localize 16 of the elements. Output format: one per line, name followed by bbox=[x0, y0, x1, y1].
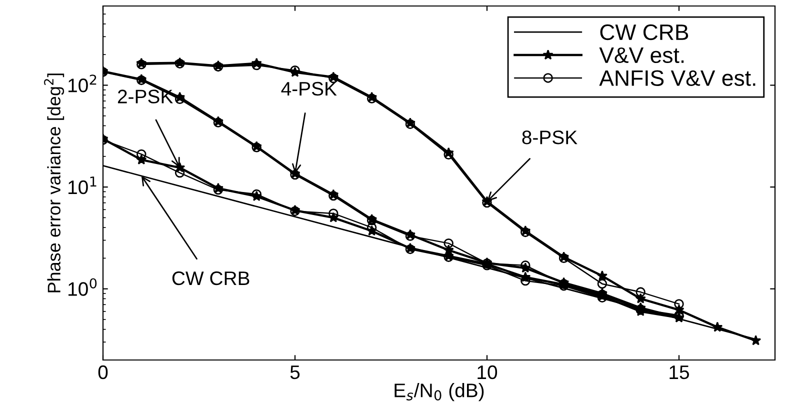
y-axis-title: Phase error variance [deg$^{2}$] bbox=[44, 74, 64, 292]
annotation: 8-PSK bbox=[522, 130, 578, 144]
legend-label: ANFIS V&V est. bbox=[599, 70, 756, 86]
y-tick-label: 10$^{1}$ bbox=[68, 176, 96, 194]
x-tick-label: 10 bbox=[478, 365, 498, 380]
x-tick-label: 0 bbox=[98, 365, 108, 380]
x-tick-label: 15 bbox=[670, 366, 689, 380]
y-tick-label: 10$^{0}$ bbox=[68, 278, 97, 296]
x-tick-label: 5 bbox=[290, 366, 300, 380]
x-axis-title: E$_{s}$/N$_{0}$ (dB) bbox=[394, 382, 484, 402]
annotation: 4-PSK bbox=[281, 82, 337, 96]
annotation: CW CRB bbox=[172, 271, 250, 286]
annotation: 2-PSK bbox=[118, 90, 173, 104]
legend-label: CW CRB bbox=[600, 24, 688, 40]
y-tick-label: 10$^{2}$ bbox=[68, 74, 96, 92]
legend-label: V&V est. bbox=[599, 47, 684, 64]
